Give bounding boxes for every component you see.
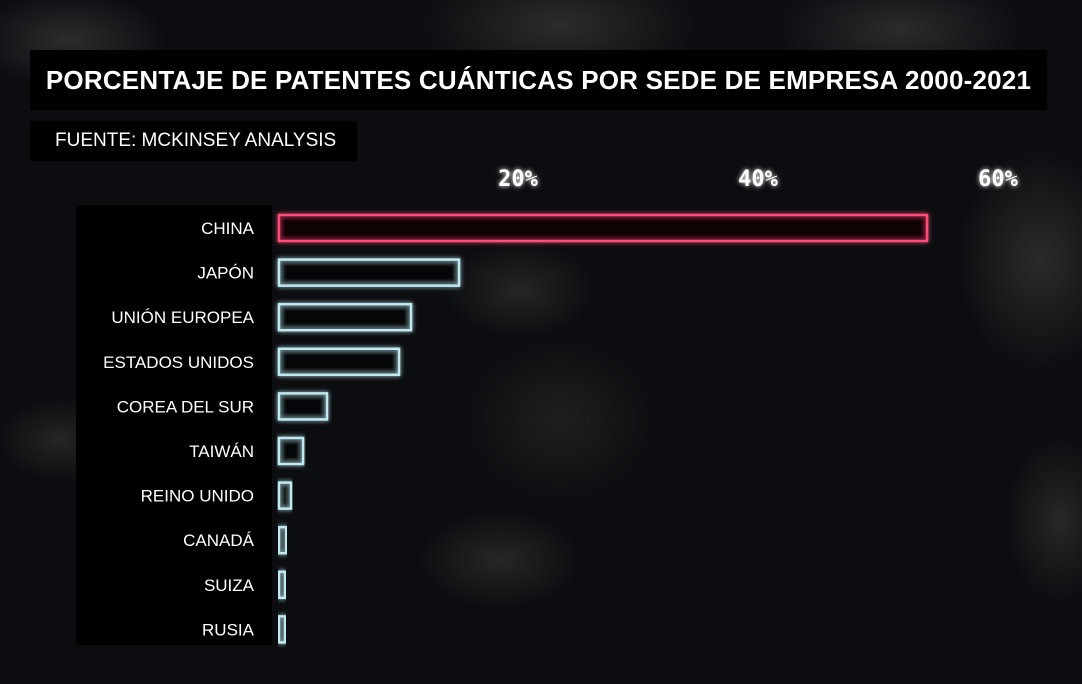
bar-japón [277, 258, 461, 287]
category-label: JAPÓN [197, 264, 254, 283]
category-label: REINO UNIDO [141, 487, 254, 506]
bar-rusia [277, 615, 287, 644]
category-label-panel [76, 205, 272, 645]
chart-title: PORCENTAJE DE PATENTES CUÁNTICAS POR SED… [45, 64, 1032, 95]
bar-estados-unidos [277, 347, 401, 377]
chart-source: FUENTE: MCKINSEY ANALYSIS [55, 130, 337, 151]
category-label: TAIWÁN [189, 442, 254, 461]
x-tick-label: 60% [978, 167, 1018, 192]
category-label: RUSIA [202, 620, 255, 639]
category-label: CANADÁ [183, 531, 255, 550]
x-tick-label: 40% [738, 167, 778, 192]
bar-canadá [277, 525, 288, 555]
bar-suiza [277, 570, 287, 600]
title-banner: PORCENTAJE DE PATENTES CUÁNTICAS POR SED… [30, 50, 1047, 110]
x-tick-label: 20% [498, 167, 538, 192]
bar-china [277, 213, 929, 243]
bar-unión-europea [277, 302, 413, 332]
bar-corea-del-sur [277, 392, 329, 421]
bar-taiwán [277, 436, 305, 466]
category-label: COREA DEL SUR [117, 397, 254, 416]
source-banner: FUENTE: MCKINSEY ANALYSIS [30, 121, 357, 161]
category-label: ESTADOS UNIDOS [103, 353, 254, 372]
bar-reino-unido [277, 481, 293, 510]
category-label: UNIÓN EUROPEA [111, 308, 254, 327]
category-label: CHINA [201, 219, 255, 238]
category-label: SUIZA [204, 576, 255, 595]
